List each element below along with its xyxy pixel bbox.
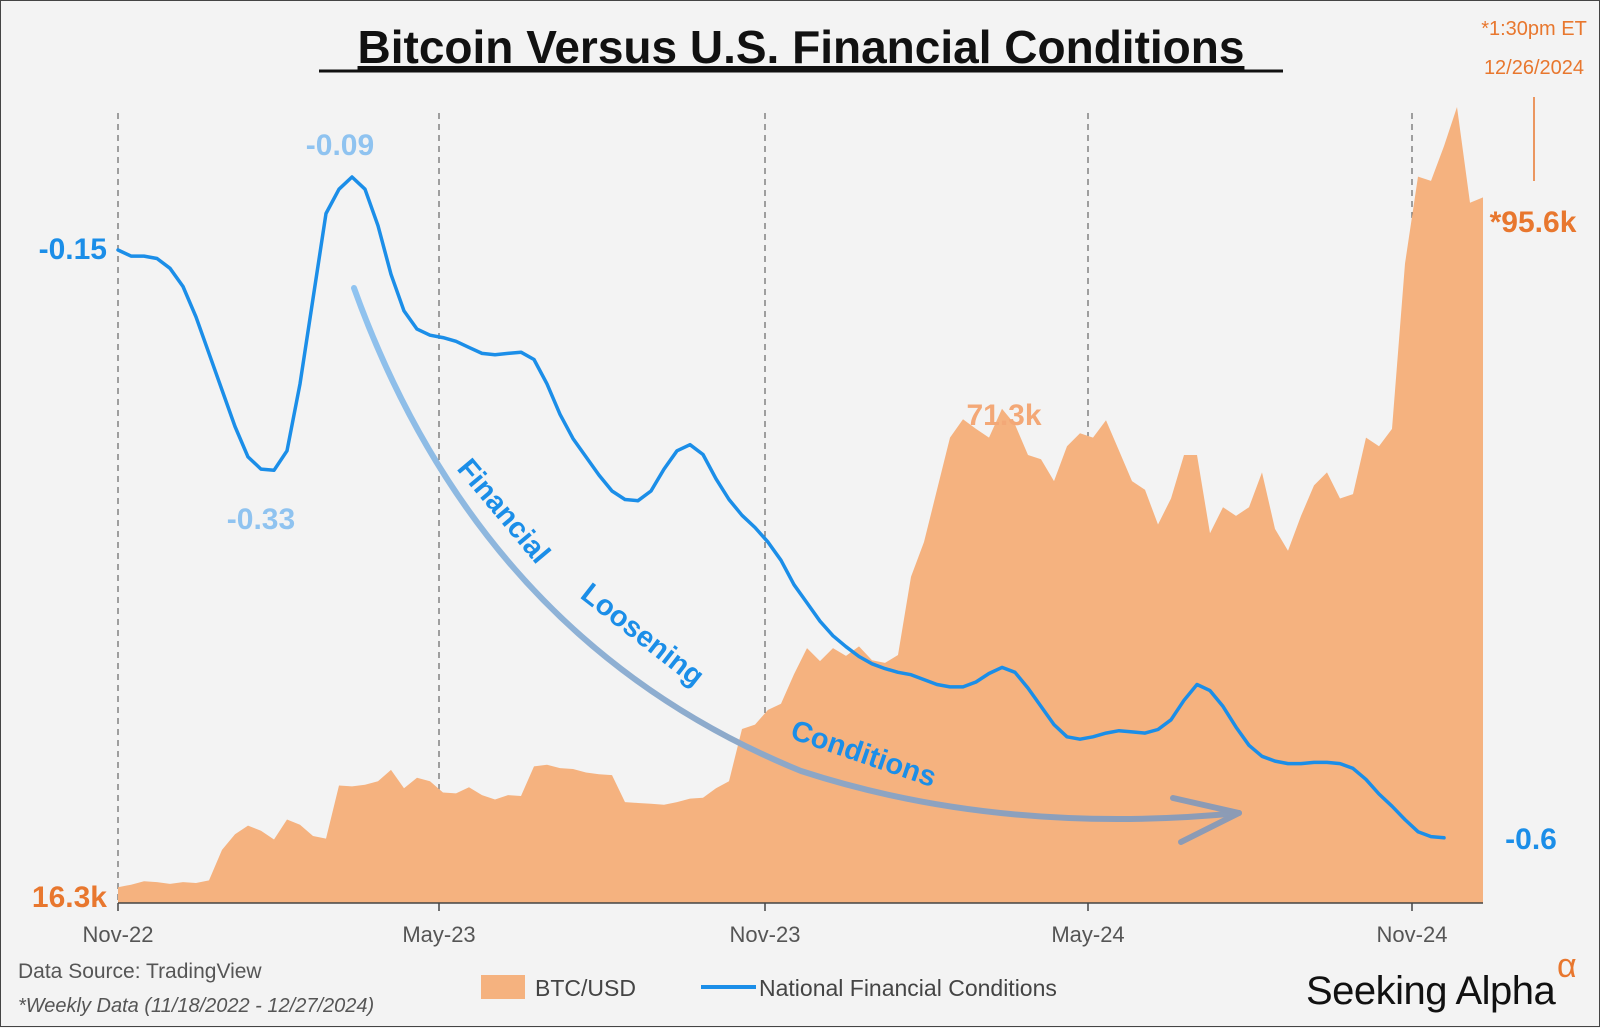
chart-title: Bitcoin Versus U.S. Financial Conditions xyxy=(358,21,1245,73)
legend-nfc-label: National Financial Conditions xyxy=(759,975,1057,1001)
nfc-line xyxy=(116,175,1446,840)
x-tick-label-Nov-24: Nov-24 xyxy=(1377,922,1448,947)
data-source: Data Source: TradingView xyxy=(18,960,262,983)
loosening-arrow-curve xyxy=(351,285,1242,822)
btc-mid-peak-label: 71.3k xyxy=(966,399,1041,432)
nfc-trough-label: -0.33 xyxy=(227,503,295,536)
nfc-peak-label: -0.09 xyxy=(306,129,374,162)
nfc-line-layer xyxy=(116,175,1446,840)
arrow-label-loosening: Loosening xyxy=(575,577,710,692)
x-tick-label-Nov-23: Nov-23 xyxy=(730,922,801,947)
asof-date-note: 12/26/2024 xyxy=(1484,57,1584,79)
btc-start-label: 16.3k xyxy=(32,881,107,914)
x-tick-label-May-24: May-24 xyxy=(1051,922,1124,947)
loosening-arrow-head xyxy=(1170,795,1242,845)
weekly-note: *Weekly Data (11/18/2022 - 12/27/2024) xyxy=(18,995,374,1017)
x-tick-label-May-23: May-23 xyxy=(402,922,475,947)
nfc-end-label: -0.6 xyxy=(1505,823,1557,856)
btc-usd-area xyxy=(118,107,1483,903)
btc-end-label: *95.6k xyxy=(1490,206,1577,239)
nfc-start-label: -0.15 xyxy=(39,233,107,266)
x-ticks: Nov-22 May-23 Nov-23 May-24 Nov-24 xyxy=(83,903,1448,947)
btc-area-layer xyxy=(118,107,1483,903)
asof-time-note: *1:30pm ET xyxy=(1481,18,1587,40)
x-tick-label-Nov-22: Nov-22 xyxy=(83,922,154,947)
legend-btc-label: BTC/USD xyxy=(535,975,636,1001)
legend-btc-swatch xyxy=(481,975,525,999)
alpha-mark: α xyxy=(1557,947,1577,985)
seeking-alpha-logo: Seeking Alpha xyxy=(1306,969,1557,1013)
